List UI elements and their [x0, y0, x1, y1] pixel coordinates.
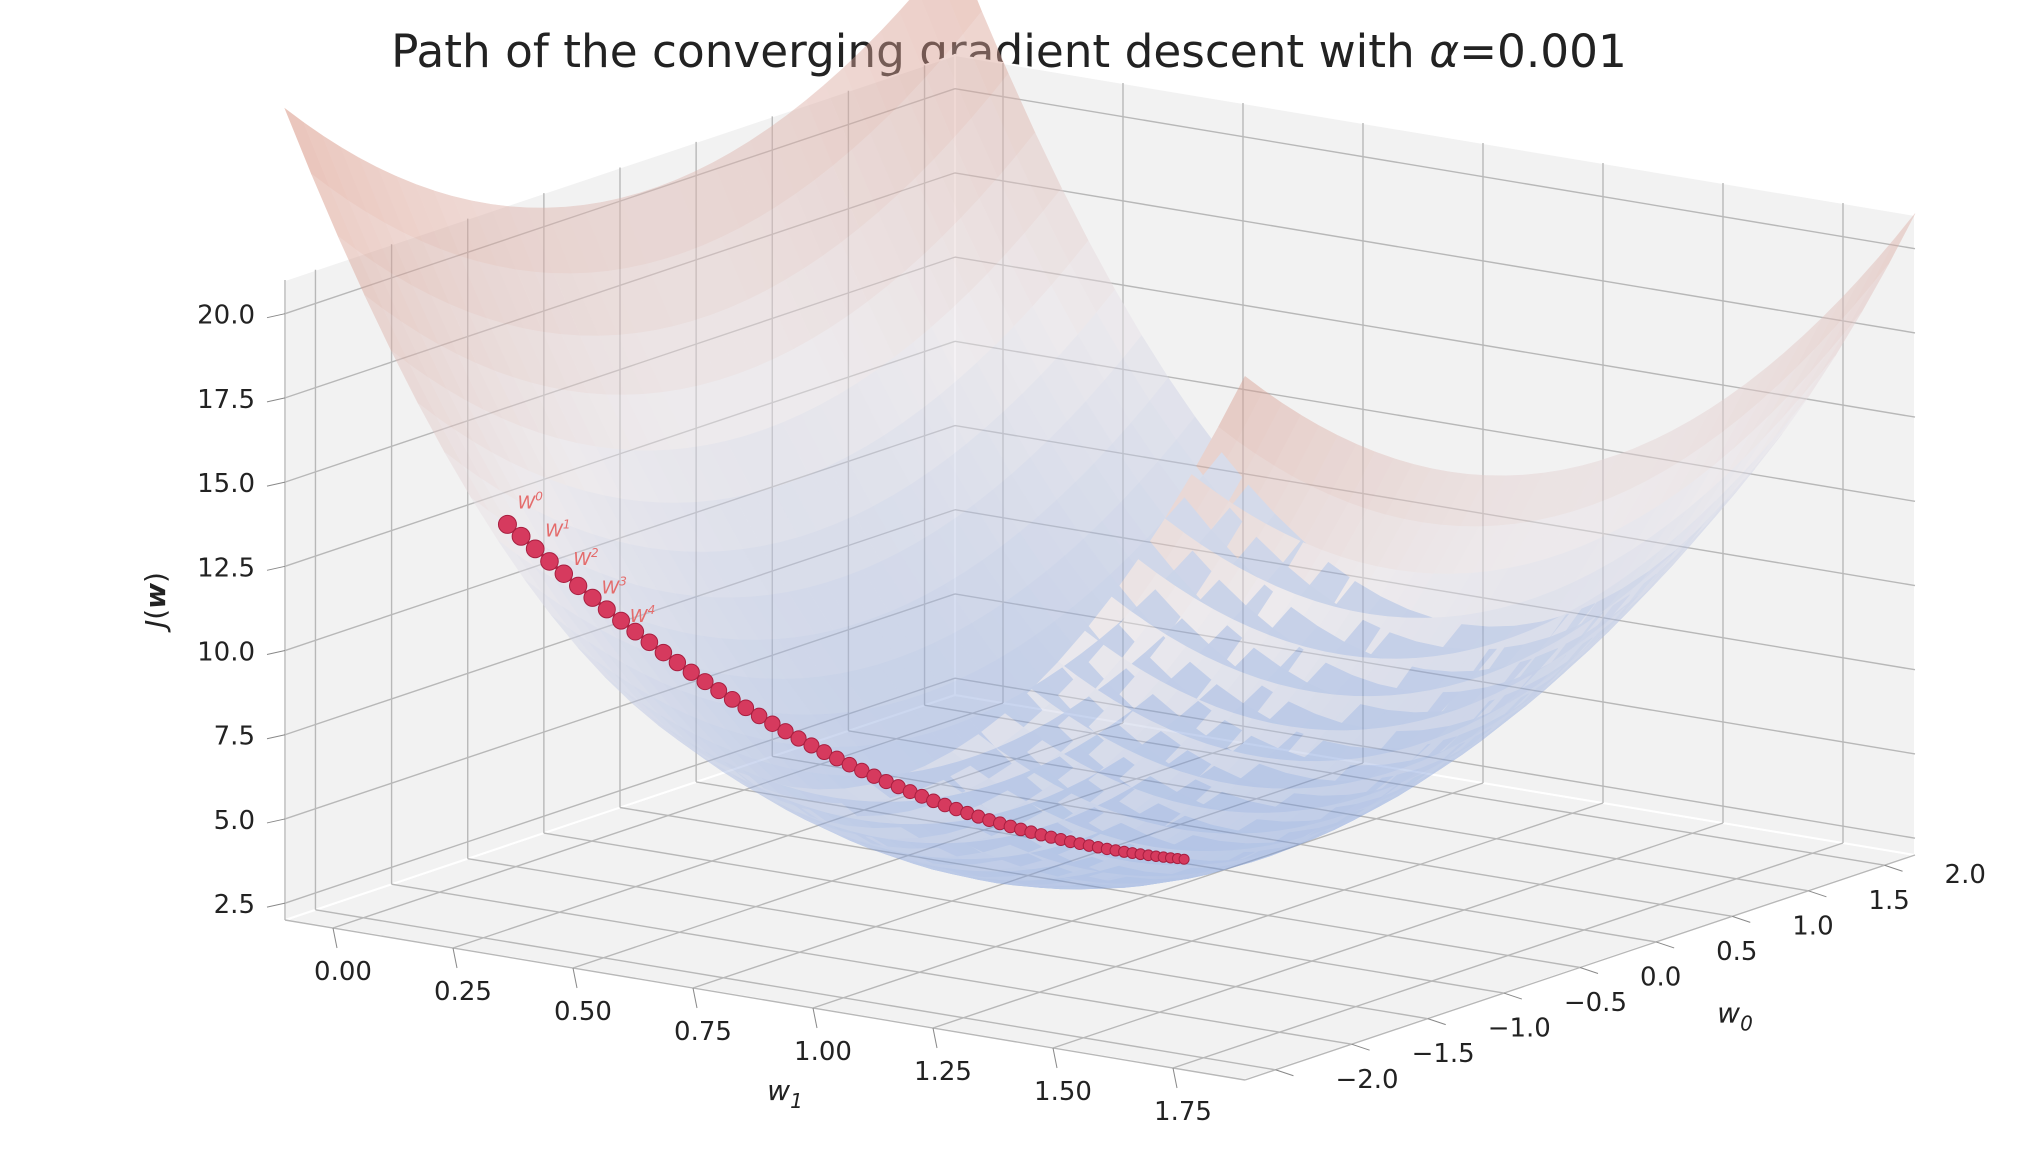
x-tick-label: 1.75: [1154, 1097, 1212, 1127]
z-tick-label: 5.0: [214, 806, 255, 836]
y-axis-label: w0: [1717, 997, 1753, 1036]
z-tick-label: 15.0: [197, 469, 255, 499]
y-tick-label: −1.5: [1412, 1039, 1475, 1069]
x-axis-label: w1: [767, 1074, 803, 1113]
z-tick-label: 2.5: [214, 890, 255, 920]
z-tick-label: 20.0: [197, 301, 255, 331]
y-tick-label: 0.5: [1716, 937, 1757, 967]
z-tick-label: 17.5: [197, 385, 255, 415]
x-tick-label: 1.00: [794, 1037, 852, 1067]
x-tick-label: 0.50: [554, 997, 612, 1027]
z-axis-label: J(w): [139, 572, 172, 633]
x-tick-label: 0.75: [674, 1017, 732, 1047]
y-tick-label: 2.0: [1945, 860, 1986, 890]
x-tick-label: 0.25: [434, 977, 492, 1007]
z-tick-label: 10.0: [197, 638, 255, 668]
y-tick-label: −1.0: [1488, 1014, 1551, 1044]
y-tick-label: 1.5: [1868, 886, 1909, 916]
plot-3d: W0W1W2W3W40.000.250.500.751.001.251.501.…: [0, 0, 2018, 1155]
y-tick-label: −0.5: [1564, 988, 1627, 1018]
z-tick-label: 12.5: [197, 553, 255, 583]
x-tick-label: 0.00: [314, 957, 372, 987]
x-tick-label: 1.50: [1034, 1077, 1092, 1107]
y-tick-label: 1.0: [1792, 911, 1833, 941]
z-tick-label: 7.5: [214, 722, 255, 752]
y-tick-label: 0.0: [1640, 963, 1681, 993]
x-tick-label: 1.25: [914, 1057, 972, 1087]
figure: Path of the converging gradient descent …: [0, 0, 2018, 1155]
y-tick-label: −2.0: [1335, 1065, 1398, 1095]
